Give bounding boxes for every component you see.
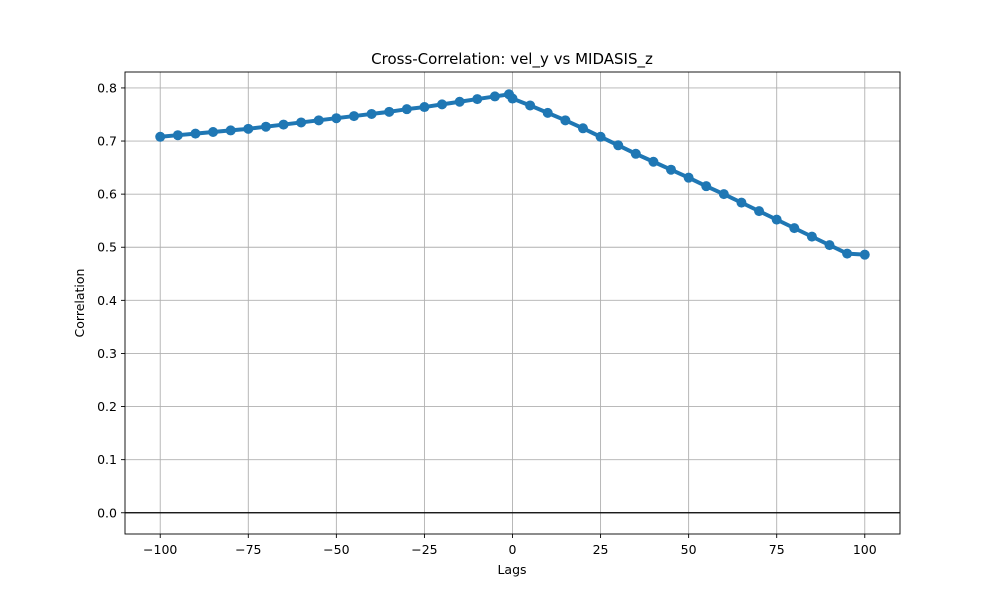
data-point [296,117,307,128]
data-point [437,99,448,110]
data-point [806,231,817,242]
data-point [313,115,324,126]
y-tick-label: 0.2 [97,399,117,414]
x-tick-label: −50 [323,542,349,557]
x-ticks: −100 −75 −50 −25 0 25 50 75 100 [143,534,877,557]
x-tick-label: −100 [143,542,177,557]
y-tick-label: 0.1 [97,452,117,467]
data-point [824,240,835,251]
data-point [155,131,166,142]
data-point [771,214,782,225]
chart-title: Cross-Correlation: vel_y vs MIDASIS_z [371,50,653,69]
data-point [666,164,677,175]
data-point [454,96,465,107]
x-axis-label: Lags [497,562,526,577]
data-point [577,123,588,134]
data-point [754,206,765,217]
data-point [208,127,219,138]
y-tick-label: 0.0 [97,505,117,520]
data-point [331,113,342,124]
x-tick-label: −25 [411,542,437,557]
data-point [736,197,747,208]
data-point [260,121,271,132]
x-tick-label: 50 [681,542,697,557]
y-ticks: 0.0 0.1 0.2 0.3 0.4 0.5 0.6 0.7 0.8 [97,80,125,520]
data-point [384,106,395,117]
data-point [683,172,694,183]
data-point [859,249,870,260]
y-tick-label: 0.5 [97,240,117,255]
data-point [595,131,606,142]
data-point [419,102,430,113]
data-point [613,140,624,151]
y-axis-label: Correlation [72,269,87,338]
data-point [278,119,289,130]
y-tick-label: 0.3 [97,346,117,361]
y-tick-label: 0.8 [97,80,117,95]
x-tick-label: 25 [593,542,609,557]
data-point [560,115,571,126]
data-point [630,148,641,159]
data-point [243,123,254,134]
data-point [472,94,483,105]
x-tick-label: 100 [853,542,877,557]
x-tick-label: −75 [235,542,261,557]
data-point [842,248,853,259]
data-point [366,108,377,119]
y-tick-label: 0.7 [97,134,117,149]
data-point [701,181,712,192]
x-tick-label: 75 [769,542,785,557]
data-point [648,156,659,167]
x-tick-label: 0 [509,542,517,557]
data-point [789,223,800,234]
data-point [401,104,412,115]
series-group [155,89,870,260]
data-point [225,125,236,136]
data-point [348,111,359,122]
data-point [525,100,536,111]
data-point [489,91,500,102]
data-point [718,189,729,200]
y-tick-label: 0.6 [97,187,117,202]
data-point [190,128,201,139]
grid [125,72,900,534]
data-point [172,130,183,141]
y-tick-label: 0.4 [97,293,117,308]
data-point [542,107,553,118]
data-point [507,93,518,104]
